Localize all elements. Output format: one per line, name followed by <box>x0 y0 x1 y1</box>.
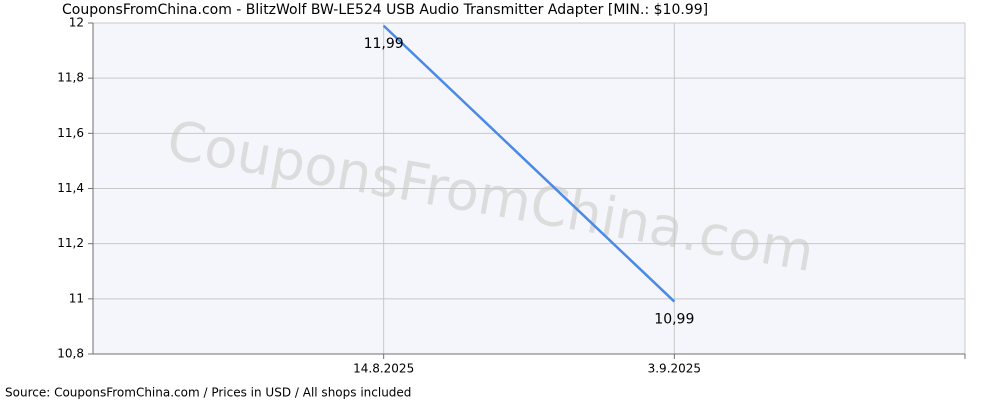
x-tick-label: 3.9.2025 <box>648 362 701 376</box>
footer: Source: CouponsFromChina.com / Prices in… <box>5 386 411 400</box>
y-tick-label: 11,2 <box>57 236 84 250</box>
y-tick-label: 12 <box>69 16 84 30</box>
y-tick-label: 11,4 <box>57 181 84 195</box>
chart-title: CouponsFromChina.com - BlitzWolf BW-LE52… <box>62 2 708 18</box>
data-label: 10,99 <box>654 312 694 328</box>
y-tick-label: 11,6 <box>57 126 84 140</box>
data-label: 11,99 <box>364 36 404 52</box>
x-tick-label: 14.8.2025 <box>353 362 414 376</box>
line-series <box>382 24 676 303</box>
y-tick-label: 11 <box>69 291 84 305</box>
y-tick-label: 10,8 <box>57 347 84 361</box>
y-tick-label: 11,8 <box>57 71 84 85</box>
